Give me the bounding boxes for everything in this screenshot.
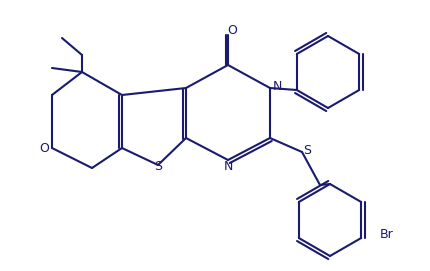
Text: O: O	[227, 24, 237, 37]
Text: S: S	[154, 160, 162, 173]
Text: O: O	[39, 141, 49, 154]
Text: N: N	[223, 160, 233, 173]
Text: S: S	[303, 144, 311, 156]
Text: N: N	[272, 79, 282, 92]
Text: Br: Br	[380, 227, 394, 240]
